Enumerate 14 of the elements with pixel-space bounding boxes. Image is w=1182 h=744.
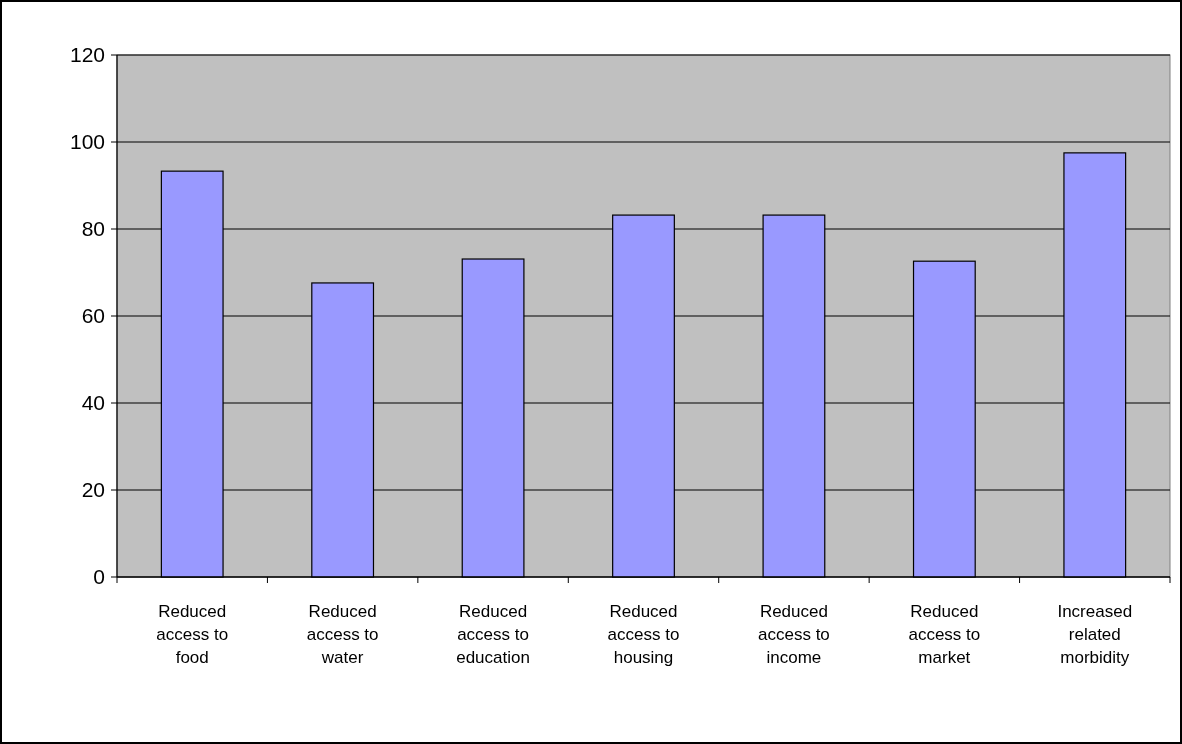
x-tick-label: Increased related morbidity xyxy=(1057,602,1133,667)
y-tick-label: 40 xyxy=(81,391,105,415)
y-tick-label: 120 xyxy=(69,43,105,67)
x-tick-label: Reduced access to food xyxy=(156,602,229,667)
y-tick-label: 100 xyxy=(69,130,105,154)
y-tick-label: 80 xyxy=(81,217,105,241)
x-tick-label: Reduced access to income xyxy=(758,602,830,667)
y-tick-label: 0 xyxy=(93,565,105,589)
y-tick-label: 60 xyxy=(81,304,105,328)
x-tick-label: Reduced access to housing xyxy=(607,602,680,667)
y-tick-label: 20 xyxy=(81,478,105,502)
x-tick-label: Reduced access to water xyxy=(306,602,379,667)
x-tick-label: Reduced access to education xyxy=(456,602,530,667)
x-tick-label: Reduced access to market xyxy=(908,602,981,667)
